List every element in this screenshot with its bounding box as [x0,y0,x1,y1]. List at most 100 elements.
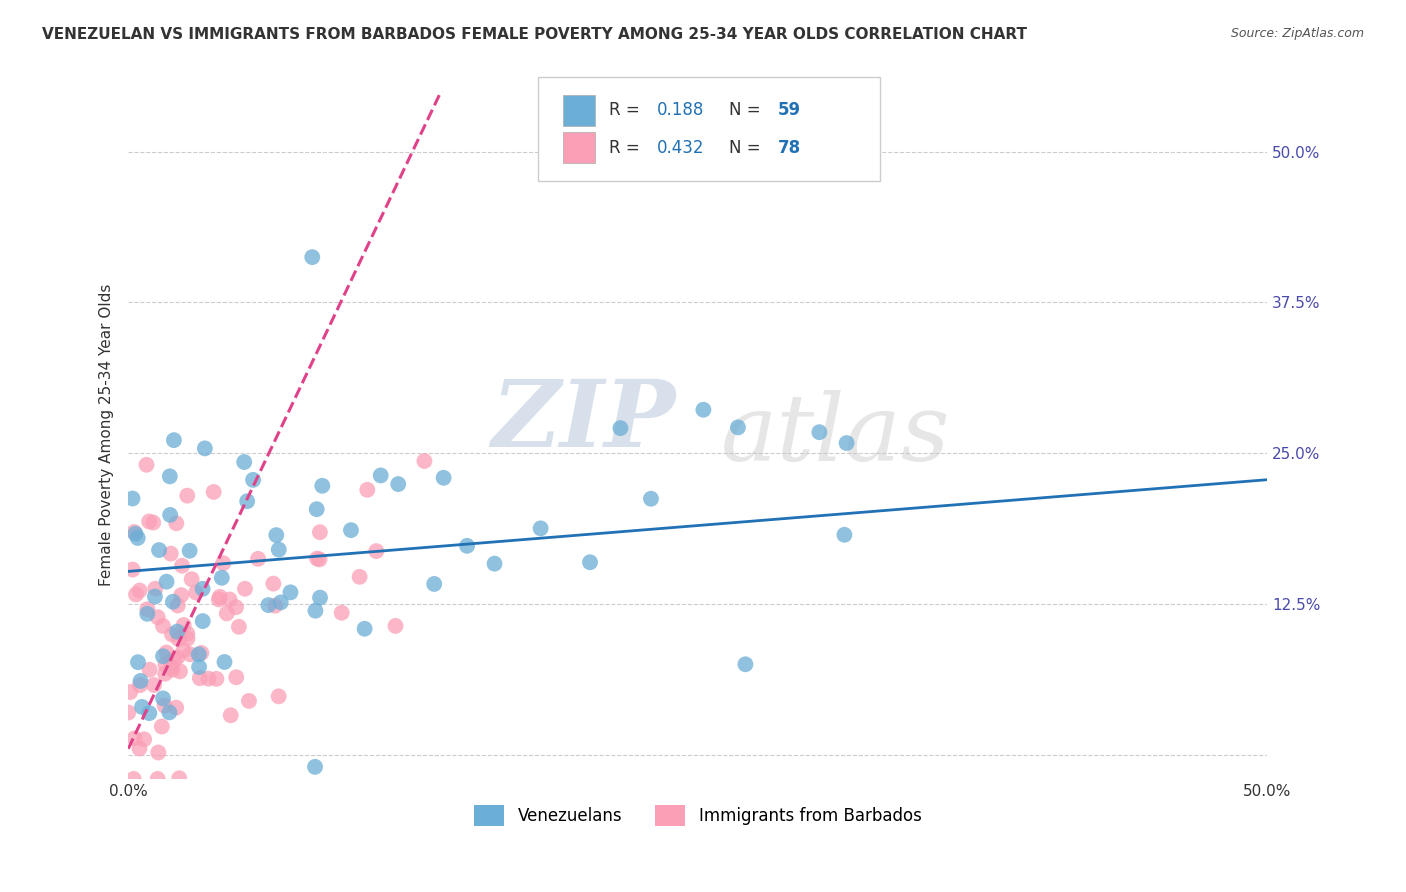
Point [124,731,146,746]
Point [136,607,159,621]
Point [148,746,170,760]
Point [262,576,284,591]
Point [180,572,202,586]
Point [173,618,195,632]
Point [128,741,150,756]
Point [225,600,247,615]
Point [308,552,330,566]
Point [163,433,186,447]
Point [727,420,749,434]
Point [280,585,302,599]
Point [173,643,195,657]
Point [155,646,177,660]
Point [214,655,236,669]
Point [162,595,184,609]
Point [128,583,150,598]
Point [152,691,174,706]
Point [125,587,148,601]
Text: R =: R = [609,102,645,120]
Point [169,665,191,679]
Point [211,571,233,585]
Point [135,458,157,472]
Point [191,614,214,628]
Point [131,699,153,714]
Point [127,531,149,545]
Point [160,627,183,641]
Point [238,694,260,708]
Point [170,558,193,573]
Point [384,619,406,633]
Point [136,602,159,616]
Point [266,528,288,542]
Point [242,473,264,487]
Point [208,590,231,604]
Point [236,494,259,508]
Point [122,524,145,539]
Point [134,732,156,747]
Point [208,592,231,607]
Legend: Venezuelans, Immigrants from Barbados: Venezuelans, Immigrants from Barbados [467,799,928,832]
Point [734,657,756,672]
Text: 0.188: 0.188 [657,102,704,120]
Point [579,555,602,569]
Point [191,582,214,596]
Point [150,719,173,733]
Point [184,585,207,599]
Text: ZIP: ZIP [491,376,675,467]
Point [188,671,211,685]
Point [247,552,270,566]
Point [117,706,139,720]
Point [190,646,212,660]
Point [160,660,183,674]
FancyBboxPatch shape [564,95,595,126]
Point [304,604,326,618]
Point [162,663,184,677]
Point [257,598,280,612]
Point [176,489,198,503]
Point [121,491,143,506]
Point [432,471,454,485]
Text: 59: 59 [778,102,800,120]
Point [233,582,256,596]
Point [349,570,371,584]
Point [835,436,858,450]
Text: N =: N = [728,102,765,120]
Point [146,772,169,786]
Point [122,772,145,786]
Text: 78: 78 [778,138,800,157]
Point [165,700,187,714]
Point [166,599,188,613]
Point [330,606,353,620]
Point [176,626,198,640]
Point [340,523,363,537]
Point [301,250,323,264]
Point [155,657,177,672]
Point [179,647,201,661]
Point [387,477,409,491]
FancyBboxPatch shape [538,78,880,180]
Point [225,670,247,684]
Point [138,706,160,720]
Point [197,672,219,686]
Point [148,543,170,558]
Point [304,760,326,774]
Point [138,663,160,677]
Point [233,455,256,469]
Point [159,469,181,483]
Point [143,678,166,692]
Point [159,547,181,561]
Point [142,516,165,530]
Text: atlas: atlas [721,390,950,480]
Point [264,599,287,613]
Text: Source: ZipAtlas.com: Source: ZipAtlas.com [1230,27,1364,40]
Point [215,607,238,621]
Point [124,526,146,541]
Point [353,622,375,636]
Point [187,648,209,662]
Y-axis label: Female Poverty Among 25-34 Year Olds: Female Poverty Among 25-34 Year Olds [100,284,114,586]
Point [146,610,169,624]
Point [212,556,235,570]
Point [143,590,166,604]
Point [129,673,152,688]
FancyBboxPatch shape [564,132,595,163]
